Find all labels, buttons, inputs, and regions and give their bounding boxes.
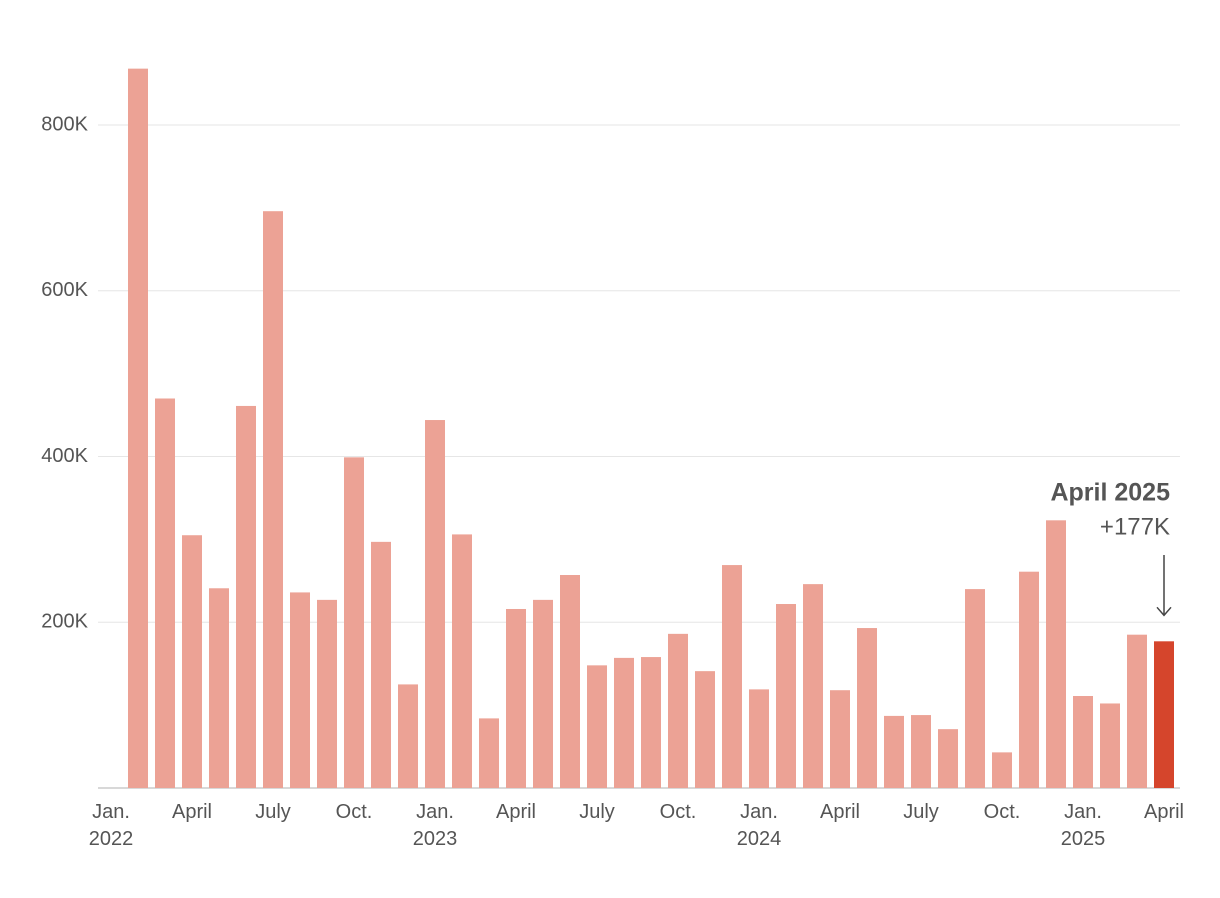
bar (506, 608, 526, 788)
x-tick-label: April (172, 801, 212, 823)
x-tick-label: April (496, 801, 536, 823)
bar (1073, 696, 1093, 788)
bar (695, 671, 715, 788)
bar (749, 689, 769, 788)
bar (668, 633, 688, 788)
bar (533, 599, 553, 788)
bar (209, 588, 229, 788)
y-tick-label: 800K (41, 113, 88, 135)
arrow-head (1156, 606, 1172, 617)
annotation-title: April 2025 (1050, 479, 1170, 507)
bar (560, 575, 580, 788)
bar (452, 534, 472, 788)
x-tick-label: April (1144, 801, 1184, 823)
bar (155, 398, 175, 788)
bar (884, 715, 904, 788)
x-tick-label: Oct. (336, 801, 373, 823)
bar (587, 665, 607, 788)
bar (776, 604, 796, 788)
y-tick-label: 600K (41, 279, 88, 301)
x-tick-label: Jan. 2024 (737, 801, 782, 850)
x-tick-label: Jan. 2023 (413, 801, 458, 850)
bar (182, 535, 202, 788)
bar (911, 715, 931, 788)
annotation-label: +177K (1100, 513, 1170, 540)
bar (965, 589, 985, 788)
x-tick-label: April (820, 801, 860, 823)
bar (398, 684, 418, 788)
bar (236, 405, 256, 788)
x-tick-label: July (579, 801, 615, 823)
x-tick-label: Jan. 2025 (1061, 801, 1106, 850)
bar (992, 752, 1012, 788)
bar (803, 584, 823, 788)
x-tick-label: Oct. (660, 801, 697, 823)
bar (425, 420, 445, 788)
x-tick-label: July (903, 801, 939, 823)
bar (1100, 703, 1120, 788)
bar (263, 211, 283, 788)
y-tick-label: 200K (41, 611, 88, 633)
bar (344, 457, 364, 788)
bar (1127, 634, 1147, 788)
bar (128, 68, 148, 788)
bar (938, 729, 958, 788)
bar (371, 541, 391, 788)
bar (317, 599, 337, 788)
bar (614, 657, 634, 788)
bar (641, 657, 661, 788)
bar (1019, 571, 1039, 788)
bar (479, 718, 499, 788)
bar (290, 592, 310, 788)
bar (722, 565, 742, 788)
bar (1046, 520, 1066, 788)
x-tick-label: July (255, 801, 291, 823)
x-tick-label: Jan. 2022 (89, 801, 134, 850)
x-tick-label: Oct. (984, 801, 1021, 823)
bar (1154, 641, 1174, 788)
y-tick-label: 400K (41, 445, 88, 467)
bar (857, 628, 877, 788)
bar (830, 690, 850, 788)
